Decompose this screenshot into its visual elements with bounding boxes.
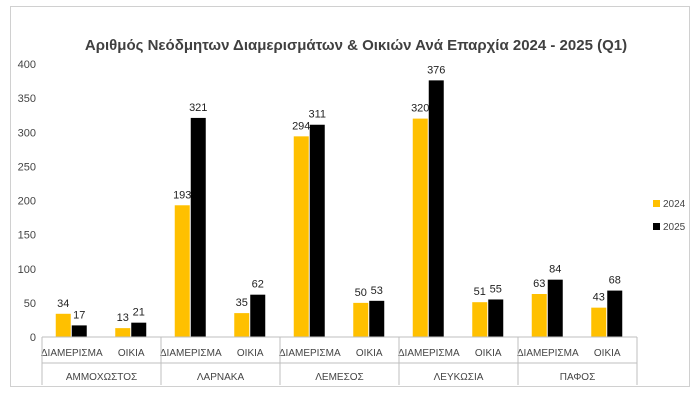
group-label: ΛΑΡΝΑΚΑ	[197, 372, 245, 383]
y-tick-label: 0	[30, 332, 36, 344]
data-label-2025: 376	[427, 64, 445, 76]
data-label-2025: 55	[490, 283, 502, 295]
legend-swatch-2025	[653, 223, 660, 230]
legend-label-2025: 2025	[663, 222, 686, 233]
bar-2024	[115, 328, 131, 337]
y-tick-label: 300	[18, 127, 36, 139]
bar-2024	[234, 313, 250, 337]
y-tick-label: 400	[18, 59, 36, 71]
category-label: ΟΙΚΙΑ	[118, 348, 145, 359]
data-label-2024: 193	[173, 189, 191, 201]
data-label-2025: 68	[609, 275, 621, 287]
data-label-2025: 84	[549, 264, 561, 276]
x-axis: ΔΙΑΜΕΡΙΣΜΑ ΟΙΚΙΑ ΔΙΑΜΕΡΙΣΜΑ ΟΙΚΙΑ ΔΙΑΜΕΡΙΣΜΑ…	[41, 336, 638, 385]
data-label-2024: 63	[533, 278, 545, 290]
bar-2025	[488, 299, 504, 337]
bars	[55, 80, 623, 338]
data-label-2025: 21	[133, 307, 145, 319]
bar-2024	[174, 205, 190, 337]
bar-2025	[369, 300, 385, 337]
data-label-2025: 321	[189, 102, 207, 114]
category-label: ΔΙΑΜΕΡΙΣΜΑ	[398, 348, 460, 359]
bar-2025	[428, 80, 444, 337]
data-label-2025: 17	[73, 309, 85, 321]
data-label-2024: 13	[117, 312, 129, 324]
category-label: ΟΙΚΙΑ	[237, 348, 264, 359]
category-label: ΟΙΚΙΑ	[475, 348, 502, 359]
legend: 2024 2025	[653, 199, 686, 233]
data-label-2025: 53	[371, 285, 383, 297]
y-tick-label: 350	[18, 93, 36, 105]
data-label-2025: 311	[308, 109, 326, 121]
chart-frame	[10, 6, 690, 387]
bar-2024	[591, 307, 607, 337]
chart-title: Αριθμός Νεόδμητων Διαμερισμάτων & Οικιών…	[85, 37, 627, 54]
y-tick-label: 250	[18, 161, 36, 173]
bar-2024	[531, 294, 547, 337]
group-label: ΠΑΦΟΣ	[560, 372, 596, 383]
y-tick-label: 200	[18, 196, 36, 208]
group-label: ΛΕΥΚΩΣΙΑ	[434, 372, 484, 383]
group-label: ΑΜΜΟΧΩΣΤΟΣ	[66, 372, 137, 383]
category-label: ΟΙΚΙΑ	[356, 348, 383, 359]
data-label-2024: 34	[57, 298, 69, 310]
bar-2025	[71, 325, 87, 337]
bar-2024	[472, 302, 488, 337]
category-label: ΔΙΑΜΕΡΙΣΜΑ	[279, 348, 341, 359]
data-label-2024: 51	[474, 286, 486, 298]
data-label-2024: 294	[292, 120, 310, 132]
data-label-2025: 62	[252, 279, 264, 291]
data-label-2024: 43	[593, 292, 605, 304]
bar-2025	[607, 290, 623, 337]
bar-2024	[293, 136, 309, 337]
bar-2025	[131, 322, 147, 337]
y-tick-label: 100	[18, 264, 36, 276]
bar-2024	[55, 313, 71, 337]
category-label: ΟΙΚΙΑ	[594, 348, 621, 359]
legend-swatch-2024	[653, 200, 660, 207]
group-label: ΛΕΜΕΣΟΣ	[315, 372, 364, 383]
y-tick-label: 150	[18, 230, 36, 242]
data-label-2024: 320	[411, 103, 429, 115]
data-label-2024: 35	[236, 297, 248, 309]
bar-2024	[412, 118, 428, 337]
bar-2025	[250, 294, 266, 337]
category-label: ΔΙΑΜΕΡΙΣΜΑ	[517, 348, 579, 359]
y-axis: 0 50 100 150 200 250 300 350 400	[18, 59, 36, 344]
category-label: ΔΙΑΜΕΡΙΣΜΑ	[160, 348, 222, 359]
bar-2025	[309, 124, 325, 338]
bar-2025	[190, 117, 206, 337]
data-label-2024: 50	[355, 287, 367, 299]
category-label: ΔΙΑΜΕΡΙΣΜΑ	[41, 348, 103, 359]
bar-2024	[353, 302, 369, 337]
legend-label-2024: 2024	[663, 199, 686, 210]
bar-2025	[547, 279, 563, 337]
y-tick-label: 50	[24, 298, 36, 310]
